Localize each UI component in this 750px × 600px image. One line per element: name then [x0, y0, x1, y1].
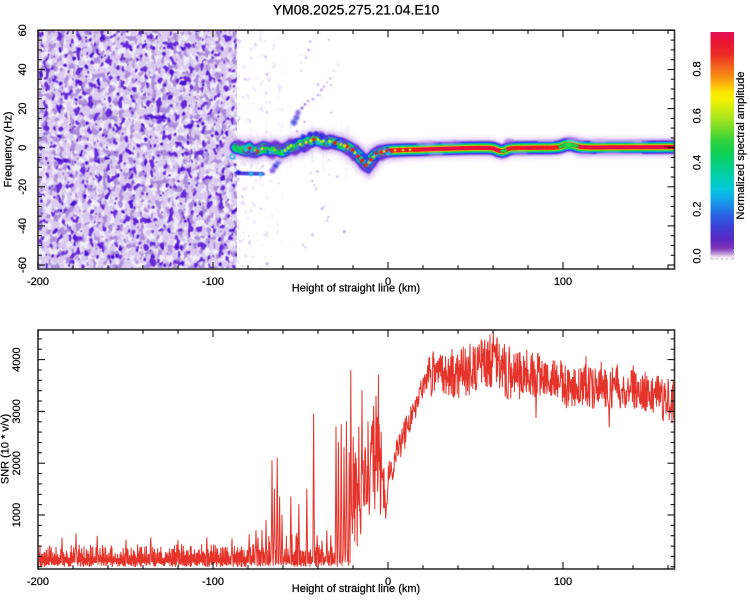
- svg-text:-200: -200: [27, 276, 49, 288]
- svg-text:0: 0: [385, 276, 391, 288]
- svg-text:60: 60: [17, 24, 29, 36]
- svg-text:0.2: 0.2: [692, 202, 704, 217]
- svg-text:20: 20: [17, 102, 29, 114]
- svg-text:0.0: 0.0: [692, 248, 704, 263]
- svg-text:100: 100: [554, 276, 572, 288]
- svg-text:0: 0: [17, 145, 29, 151]
- svg-text:1000: 1000: [11, 503, 23, 527]
- svg-text:Height of straight line (km): Height of straight line (km): [292, 583, 420, 595]
- svg-text:4000: 4000: [11, 347, 23, 371]
- svg-text:100: 100: [554, 576, 572, 588]
- svg-text:2000: 2000: [11, 451, 23, 475]
- svg-text:-20: -20: [17, 179, 29, 195]
- svg-text:-100: -100: [202, 276, 224, 288]
- svg-text:-200: -200: [27, 576, 49, 588]
- svg-text:40: 40: [17, 63, 29, 75]
- svg-text:Frequency (Hz): Frequency (Hz): [3, 112, 15, 188]
- svg-text:SNR (10 * v/v): SNR (10 * v/v): [0, 414, 12, 484]
- svg-text:YM08.2025.275.21.04.E10: YM08.2025.275.21.04.E10: [273, 2, 440, 18]
- svg-text:-60: -60: [17, 257, 29, 273]
- svg-text:Height of straight line (km): Height of straight line (km): [292, 283, 420, 295]
- svg-text:0.4: 0.4: [692, 155, 704, 170]
- svg-text:0: 0: [385, 576, 391, 588]
- svg-text:-40: -40: [17, 218, 29, 234]
- svg-text:3000: 3000: [11, 399, 23, 423]
- svg-text:0.8: 0.8: [692, 61, 704, 76]
- svg-text:-100: -100: [202, 576, 224, 588]
- svg-text:Normalized spectral amplitude: Normalized spectral amplitude: [735, 72, 747, 220]
- svg-text:0.6: 0.6: [692, 108, 704, 123]
